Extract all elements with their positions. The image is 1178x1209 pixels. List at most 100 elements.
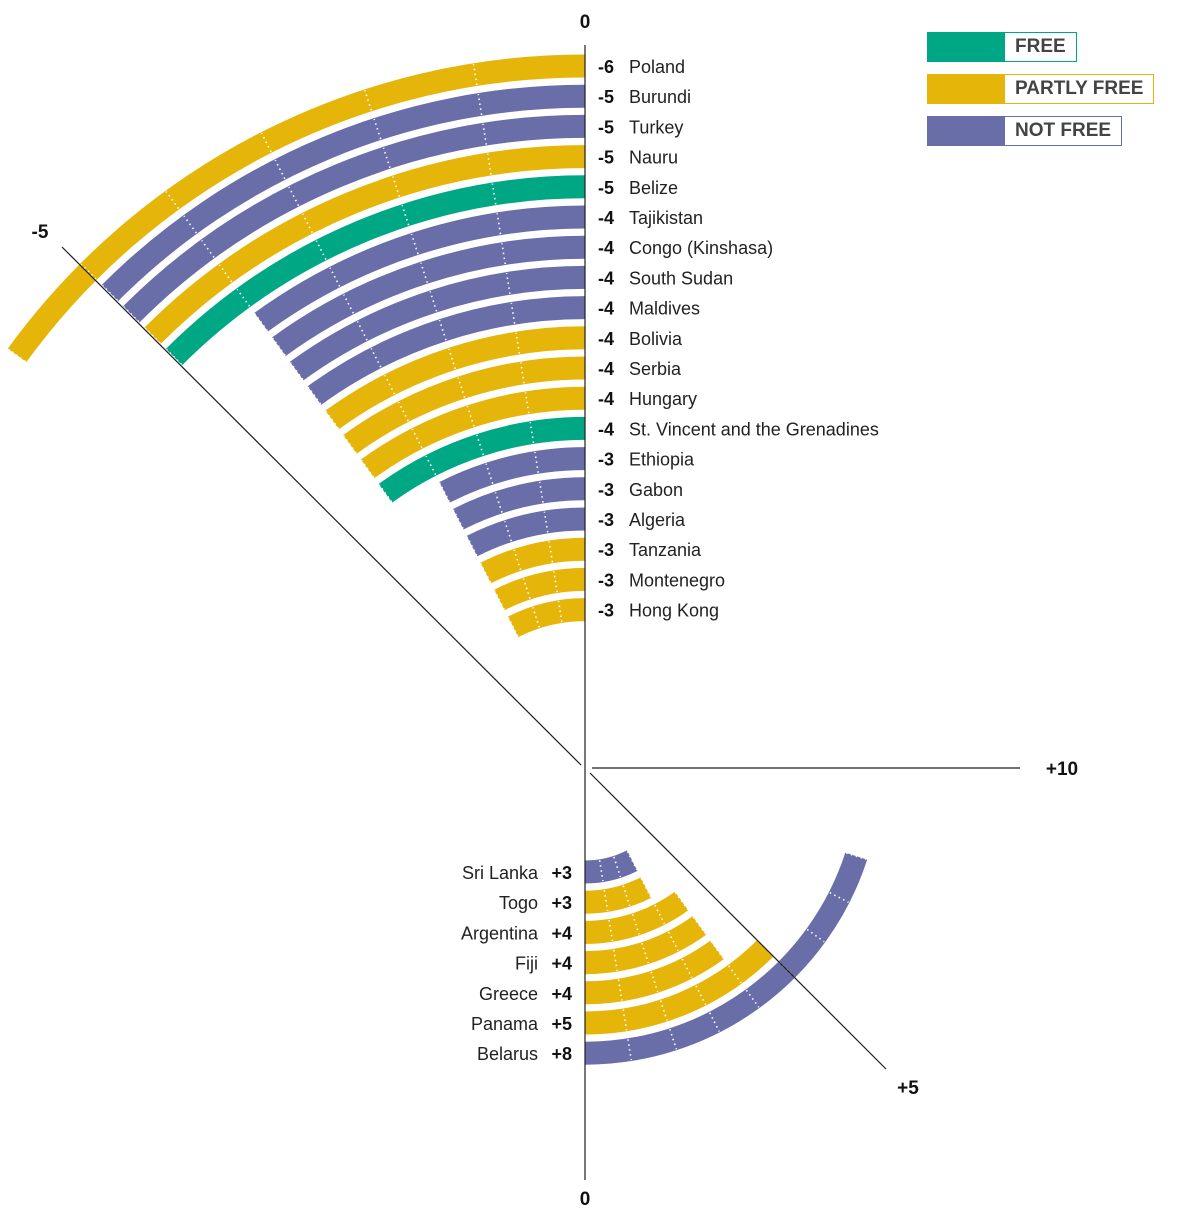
bar-tick-belarus: [829, 891, 849, 903]
bar-tick-tajikistan: [496, 213, 502, 235]
bar-tick-gabon: [452, 509, 464, 529]
bar-tick-panama: [728, 965, 742, 984]
bar-burundi: [101, 84, 586, 302]
country-label-serbia: Serbia: [629, 359, 682, 379]
bar-tick-maldives: [438, 319, 447, 341]
bar-hong-kong: [507, 598, 586, 638]
bar-togo: [584, 877, 652, 914]
value-label-montenegro: -3: [598, 570, 614, 590]
bar-tick-turkey: [382, 147, 391, 169]
bar-tick-tajikistan: [410, 233, 419, 255]
country-label-bolivia: Bolivia: [629, 329, 683, 349]
bar-tick-sri-lanka: [613, 856, 622, 878]
country-label-tajikistan: Tajikistan: [629, 208, 703, 228]
bar-tick-south-sudan: [429, 291, 438, 312]
bar-tick-greece: [681, 958, 693, 979]
legend-item-free: FREE: [927, 32, 1154, 62]
bar-tick-st-vincent-and-the-grenadines: [425, 455, 437, 476]
axes: [61, 45, 1020, 1180]
legend-swatch-not-free: [927, 116, 1005, 146]
bar-tick-gabon: [538, 481, 544, 503]
axis-label-plus-ten: +10: [1046, 759, 1078, 780]
bar-tick-poland: [80, 263, 97, 280]
value-label-gabon: -3: [598, 480, 614, 500]
bar-tick-panama: [659, 1000, 668, 1021]
bar-tick-belarus: [846, 852, 867, 861]
country-label-fiji: Fiji: [515, 954, 538, 974]
country-label-belize: Belize: [629, 178, 678, 198]
country-label-nauru: Nauru: [629, 148, 678, 168]
bar-tick-tanzania: [480, 563, 492, 583]
bar-tick-nauru: [392, 176, 401, 197]
bar-tick-tanzania: [513, 549, 522, 571]
bar-tick-belarus: [708, 1012, 720, 1032]
value-label-nauru: -5: [598, 148, 614, 168]
diagonal-axis-lower: [589, 772, 887, 1070]
value-label-congo-kinshasa: -4: [598, 238, 614, 258]
bar-tick-serbia: [397, 401, 409, 422]
country-label-turkey: Turkey: [629, 117, 683, 137]
value-label-st-vincent-and-the-grenadines: -4: [598, 419, 614, 439]
bar-tick-argentina: [654, 904, 666, 925]
country-label-panama: Panama: [471, 1014, 539, 1034]
legend-swatch-partly-free: [927, 74, 1005, 104]
value-label-fiji: +4: [551, 954, 572, 974]
bar-tick-nauru: [486, 153, 492, 175]
bar-tick-st-vincent-and-the-grenadines: [476, 434, 485, 456]
bar-tick-fiji: [613, 949, 618, 971]
bar-tick-tanzania: [548, 541, 554, 563]
bar-tick-poland: [260, 132, 272, 153]
value-label-belize: -5: [598, 178, 614, 198]
value-label-argentina: +4: [551, 923, 572, 943]
bar-tick-turkey: [201, 239, 215, 258]
country-label-hungary: Hungary: [629, 389, 697, 409]
axis-label-minus-five: -5: [32, 222, 49, 243]
bar-tick-hungary: [524, 392, 530, 414]
legend-label-free: FREE: [1005, 32, 1077, 62]
bar-tick-hungary: [411, 428, 423, 449]
bar-tick-burundi: [373, 118, 382, 140]
bar-tick-serbia: [457, 377, 466, 398]
country-label-togo: Togo: [499, 893, 538, 913]
bar-tick-fiji: [641, 942, 650, 964]
bar-sri-lanka: [584, 850, 638, 884]
value-label-togo: +3: [551, 893, 572, 913]
bar-tick-fiji: [692, 916, 707, 935]
axis-label-top: 0: [580, 12, 591, 33]
country-label-gabon: Gabon: [629, 480, 683, 500]
bar-tick-burundi: [477, 93, 483, 115]
bar-tick-montenegro: [553, 571, 558, 593]
value-label-panama: +5: [551, 1014, 572, 1034]
value-label-greece: +4: [551, 984, 572, 1004]
legend-swatch-free: [927, 32, 1005, 62]
bar-tick-gabon: [494, 492, 503, 513]
bar-tick-panama: [695, 985, 707, 1005]
bar-tick-greece: [650, 971, 659, 993]
bar-turkey: [123, 114, 586, 323]
diagonal-axis-upper: [61, 246, 582, 766]
country-label-st-vincent-and-the-grenadines: St. Vincent and the Grenadines: [629, 419, 879, 439]
bar-tick-sri-lanka: [626, 850, 638, 871]
bar-tick-hong-kong: [532, 607, 541, 628]
bar-tick-burundi: [183, 215, 197, 234]
bar-tick-tajikistan: [329, 267, 341, 287]
axis-label-bottom: 0: [580, 1189, 591, 1209]
bar-tick-nauru: [218, 264, 233, 283]
bar-tick-congo-kinshasa: [420, 262, 429, 283]
bar-tick-maldives: [307, 386, 322, 405]
bar-tick-st-vincent-and-the-grenadines: [529, 422, 535, 444]
legend-item-partly-free: PARTLY FREE: [927, 74, 1155, 104]
country-label-argentina: Argentina: [461, 923, 539, 943]
country-label-belarus: Belarus: [477, 1044, 538, 1064]
value-label-serbia: -4: [598, 359, 614, 379]
bar-tick-turkey: [123, 306, 140, 323]
bar-tick-hungary: [466, 406, 475, 427]
bar-tick-ethiopia: [534, 451, 540, 473]
bar-tick-fiji: [667, 931, 679, 952]
value-label-ethiopia: -3: [598, 450, 614, 470]
bar-belize: [165, 175, 586, 366]
bar-nauru: [144, 145, 586, 344]
bar-tick-congo-kinshasa: [501, 243, 506, 265]
bar-tick-belarus: [806, 928, 825, 943]
